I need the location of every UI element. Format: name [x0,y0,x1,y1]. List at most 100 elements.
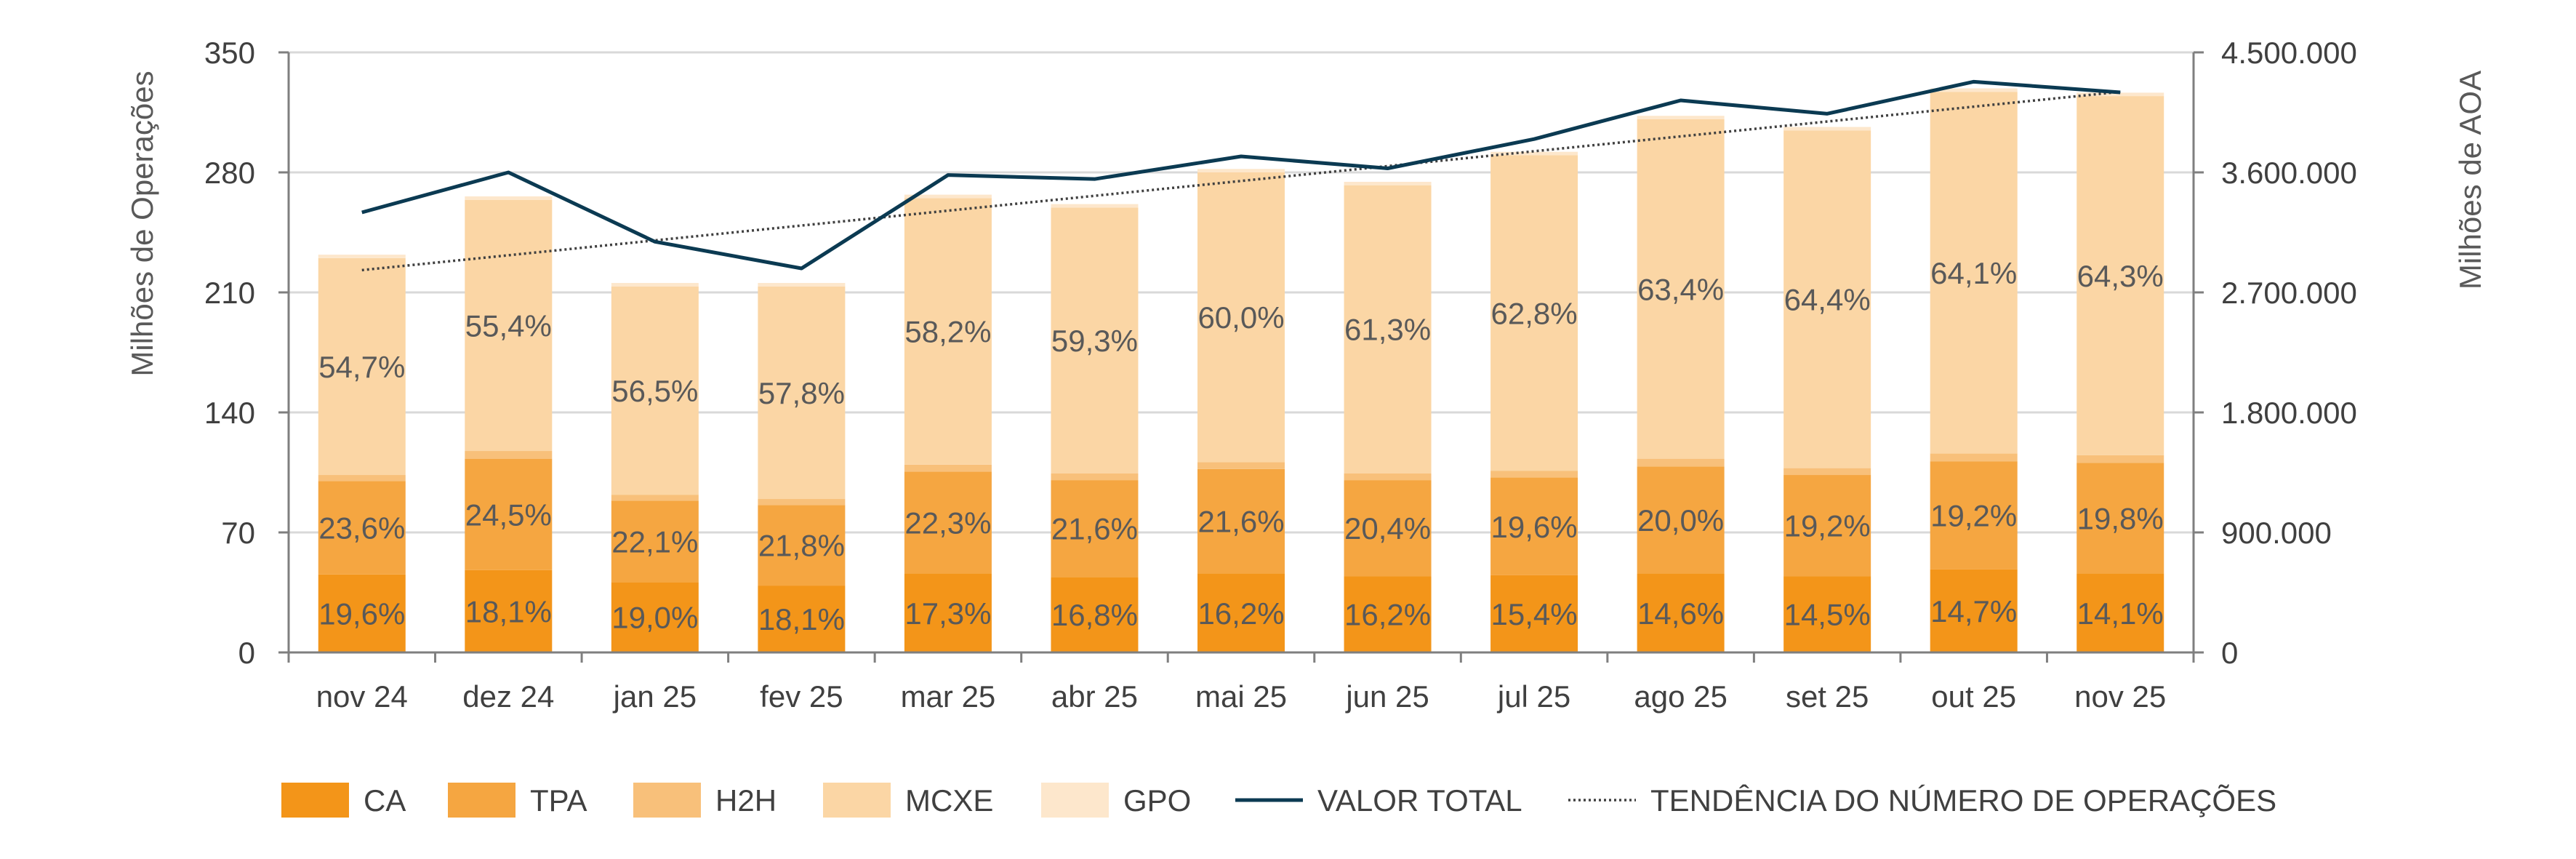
data-label: 54,7% [318,350,405,384]
data-label: 22,1% [611,524,698,559]
legend-label: VALOR TOTAL [1317,783,1522,818]
bar-segment-tpa [1637,466,1725,574]
bar-segment-h2h [1197,462,1285,469]
x-tick-label: out 25 [1931,679,2016,714]
bar-segment-tpa [758,505,846,586]
bar-segment-ca [611,582,699,652]
x-tick-label: nov 24 [316,679,408,714]
y-axis-title: Milhões de Operações [125,71,159,376]
bar-segment-tpa [318,481,406,575]
data-label: 60,0% [1197,300,1284,335]
bar-segment-mcxe [904,198,992,465]
bar-segment-mcxe [1930,92,2018,454]
bar-segment-ca [1930,569,2018,652]
bar-segment-h2h [1637,458,1725,467]
bar-segment-tpa [1197,468,1285,574]
bar-segment-h2h [1344,473,1432,481]
bar-segment-mcxe [1783,130,1871,468]
x-tick-label: set 25 [1786,679,1869,714]
legend: CA TPA H2H MCXE GPO VALOR TOTAL TENDÊNCIA DO N… [281,783,2276,818]
legend-swatch-ca [281,783,349,818]
bar-segment-ca [904,573,992,652]
y-tick-label: 0 [238,636,255,670]
data-label: 59,3% [1051,324,1138,358]
percentage-labels: 19,6% 23,6% 54,7% 18,1% 24,5% 55,4% 19,0% 22,1%… [318,256,2164,636]
bar-segment-gpo [1637,116,1725,119]
legend-label: CA [364,783,406,818]
bar-segment-ca [1197,573,1285,652]
bar-segment-tpa [611,500,699,583]
y2-tick-label: 3.600.000 [2221,156,2357,190]
bar-segment-ca [1783,576,1871,652]
x-tick-label: dez 24 [462,679,554,714]
bar-segment-gpo [1051,204,1139,208]
x-tick-label: ago 25 [1634,679,1727,714]
legend-swatch-h2h [633,783,701,818]
y2-tick-label: 0 [2221,636,2238,670]
bar-segment-gpo [1344,181,1432,185]
y-tick-label: 350 [204,36,255,70]
bar-segment-tpa [1051,480,1139,578]
x-tick-label: jan 25 [612,679,697,714]
bar-segment-mcxe [1344,185,1432,474]
bar-segment-tpa [465,458,553,570]
bar-segment-mcxe [1197,172,1285,463]
data-label: 61,3% [1344,313,1431,347]
bar-segment-h2h [758,499,846,506]
data-label: 18,1% [758,602,845,636]
lines [361,79,2121,272]
y2-tick-label: 1.800.000 [2221,396,2357,430]
bar-segment-h2h [1783,468,1871,476]
bar-segment-mcxe [1490,155,1578,471]
bar-segment-h2h [904,464,992,472]
legend-label: TENDÊNCIA DO NÚMERO DE OPERAÇÕES [1650,783,2276,818]
data-label: 55,4% [465,308,552,343]
bar-segment-h2h [1930,453,2018,462]
data-label: 16,2% [1344,598,1431,632]
data-label: 14,5% [1784,598,1871,632]
x-tick-label: nov 25 [2074,679,2166,714]
data-label: 57,8% [758,376,845,410]
data-label: 16,8% [1051,598,1138,632]
bar-segment-ca [318,574,406,652]
bar-segment-h2h [611,495,699,501]
bar-segment-mcxe [1051,207,1139,474]
bar-segment-tpa [1930,461,2018,570]
bar-segment-gpo [318,255,406,258]
bars [318,88,2164,652]
data-label: 62,8% [1491,296,1578,330]
bar-segment-mcxe [611,286,699,495]
bar-segment-tpa [1490,477,1578,575]
bar-segment-tpa [1783,475,1871,577]
data-label: 21,6% [1051,512,1138,546]
data-label: 15,4% [1491,597,1578,631]
data-label: 19,6% [318,596,405,631]
legend-swatch-gpo [1041,783,1109,818]
data-label: 19,0% [611,601,698,635]
bar-segment-gpo [611,283,699,287]
x-tick-label: mai 25 [1195,679,1287,714]
x-tick-label: fev 25 [760,679,843,714]
y-tick-label: 140 [204,396,255,430]
bar-segment-ca [1344,576,1432,652]
bar-segment-h2h [465,451,553,459]
data-label: 14,6% [1637,596,1724,631]
y2-tick-label: 2.700.000 [2221,276,2357,310]
data-label: 19,8% [2077,502,2164,536]
bar-segment-gpo [2077,92,2164,97]
data-label: 22,3% [904,506,991,540]
bar-segment-h2h [2077,455,2164,463]
bar-segment-gpo [465,196,553,200]
valor-total-line [361,79,2121,271]
x-tick-label: jun 25 [1344,679,1429,714]
bar-segment-gpo [1783,127,1871,131]
bar-segment-h2h [318,475,406,482]
data-label: 14,7% [1930,594,2017,628]
legend-swatch-tpa [448,783,515,818]
data-label: 64,1% [1930,256,2017,290]
y-tick-label: 70 [221,516,255,550]
data-label: 56,5% [611,374,698,408]
legend-label: MCXE [905,783,993,818]
bar-segment-mcxe [1637,119,1725,459]
